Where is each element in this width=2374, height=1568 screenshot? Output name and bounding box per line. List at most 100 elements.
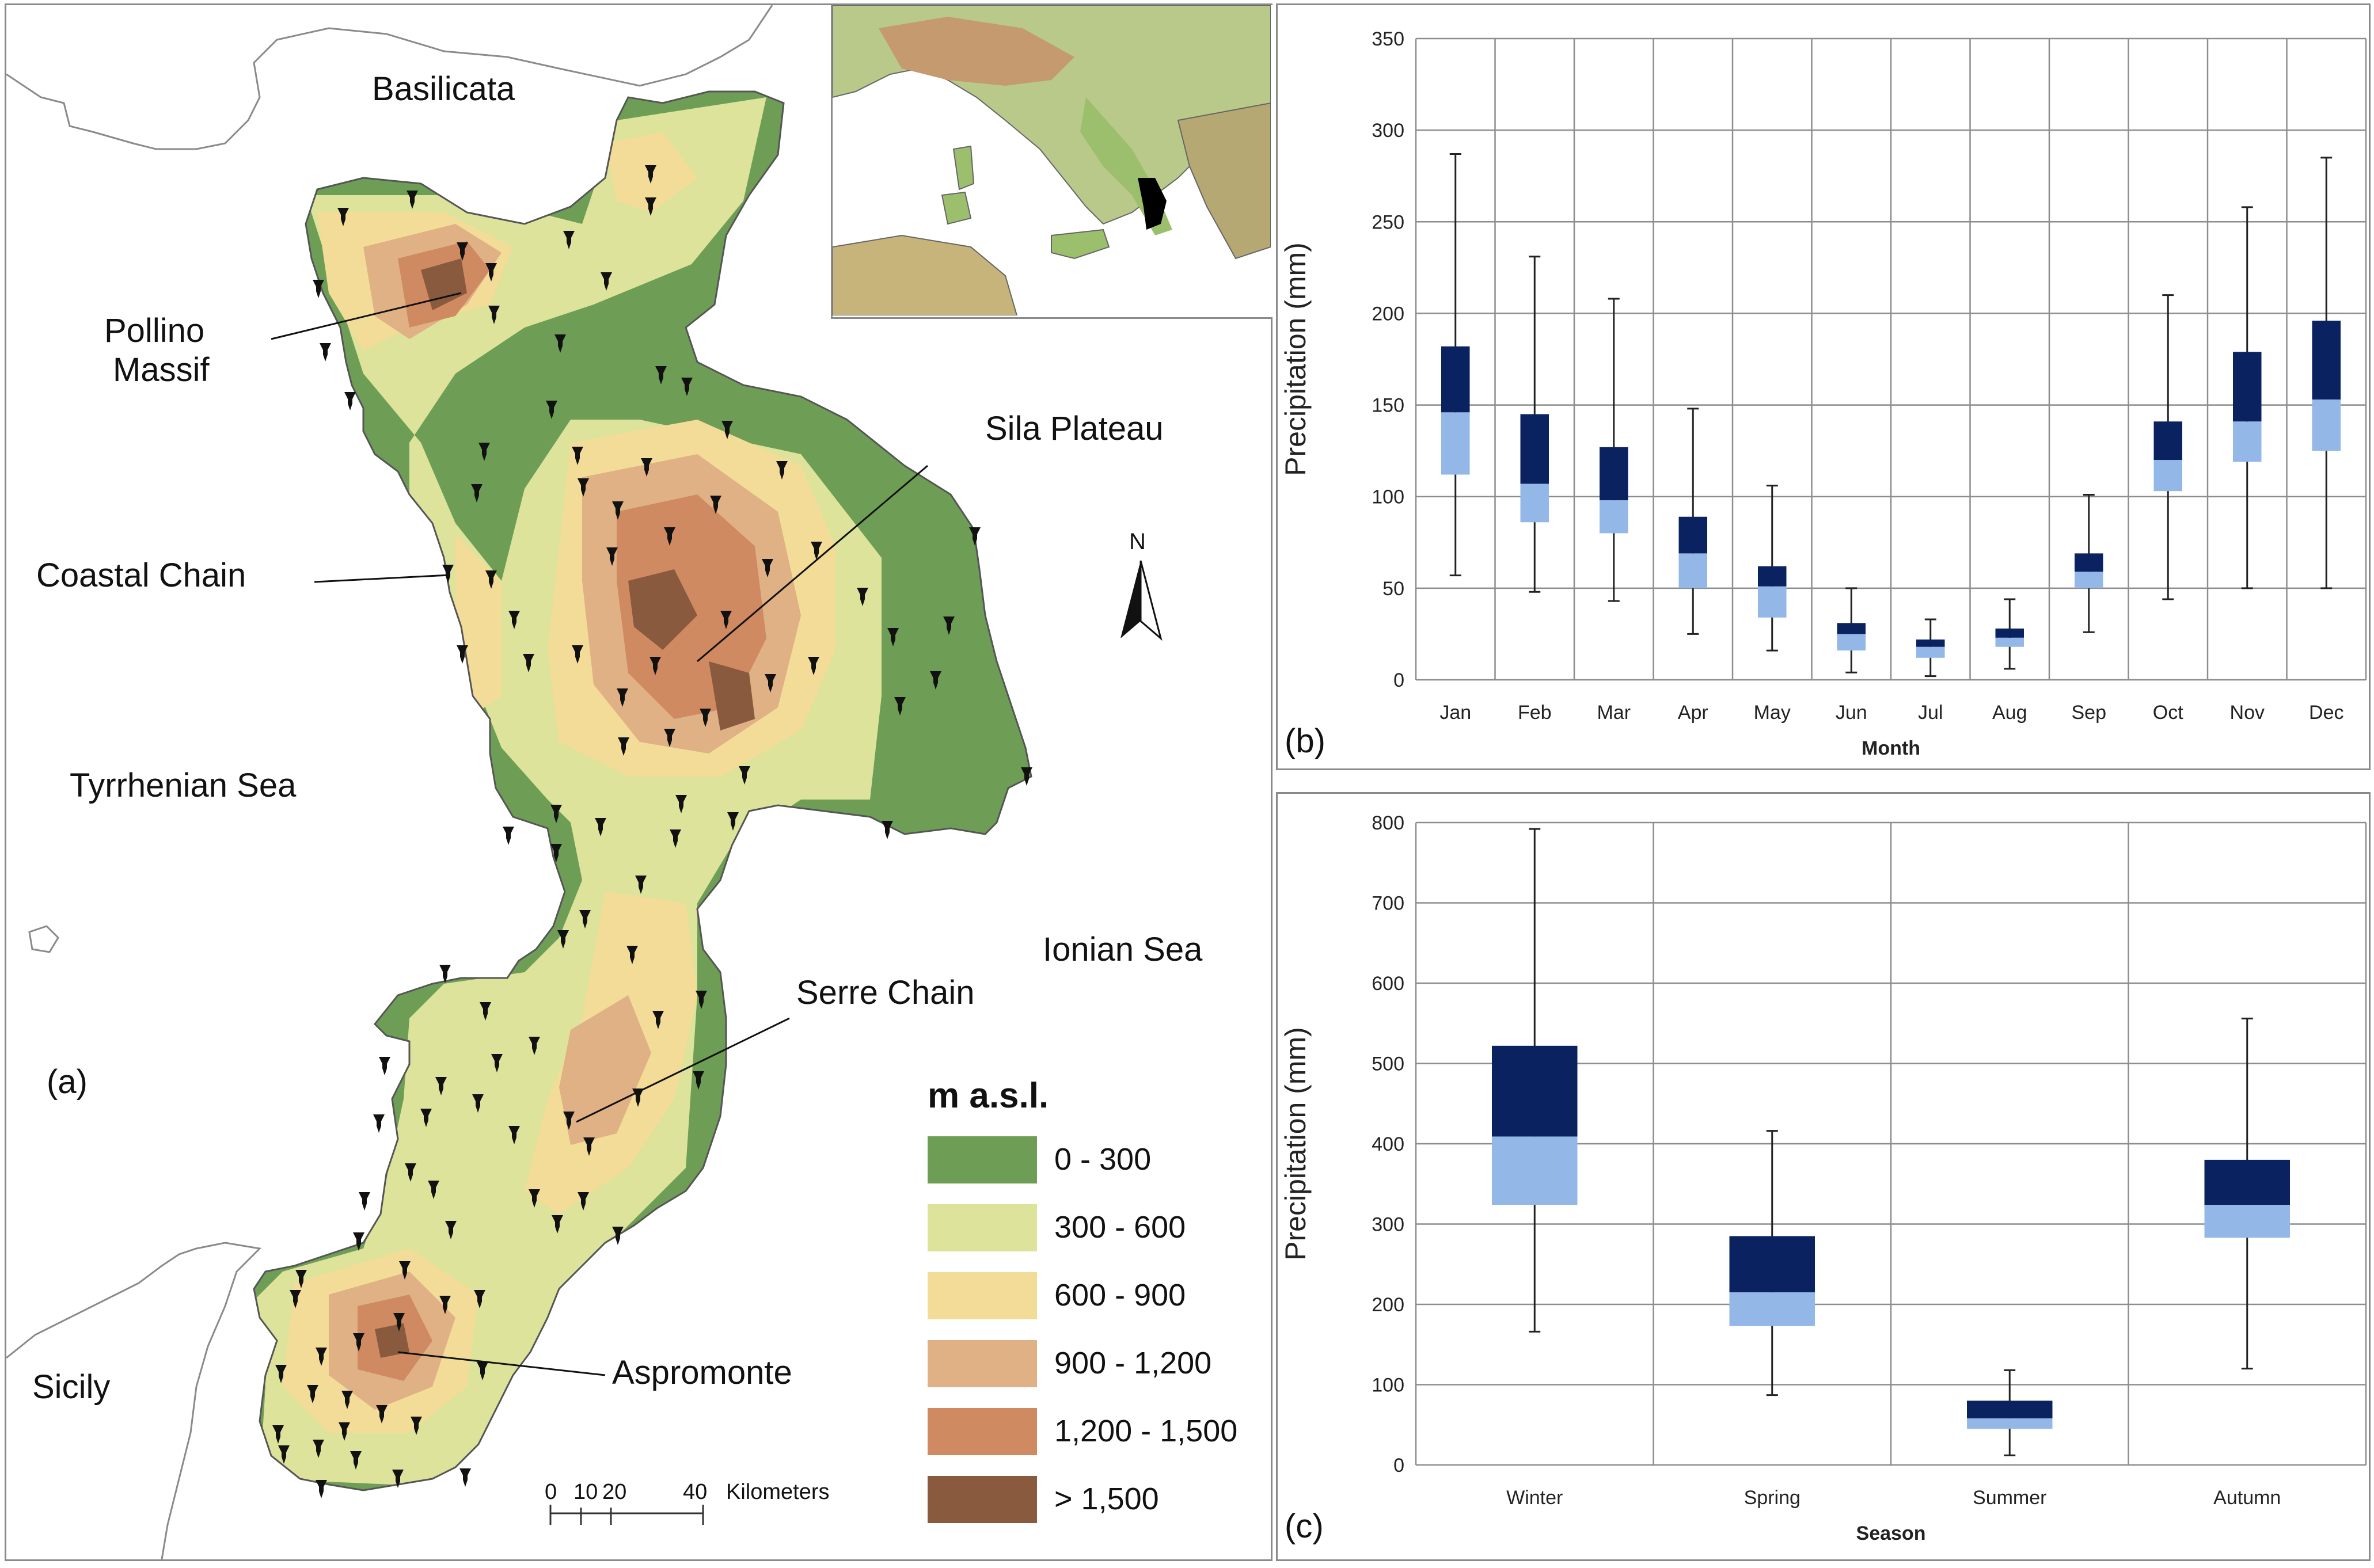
station-marker bbox=[664, 729, 675, 747]
leader-lines bbox=[271, 292, 928, 1376]
legend-label: 900 - 1,200 bbox=[1054, 1346, 1211, 1380]
x-tick-label: Jul bbox=[1918, 702, 1943, 724]
x-tick-label: Feb bbox=[1518, 702, 1552, 724]
station-marker bbox=[635, 876, 647, 894]
sicily-coastline bbox=[6, 1242, 262, 1560]
station-marker bbox=[435, 1077, 447, 1095]
y-tick-label: 250 bbox=[1372, 211, 1404, 233]
aspromonte-leader bbox=[397, 1351, 606, 1376]
station-marker bbox=[411, 1417, 422, 1435]
station-marker bbox=[529, 1037, 540, 1055]
station-marker bbox=[1021, 767, 1032, 786]
station-marker bbox=[645, 197, 656, 216]
station-marker bbox=[765, 674, 776, 692]
y-tick-label: 600 bbox=[1372, 973, 1404, 995]
north-label: N bbox=[1129, 529, 1146, 554]
x-tick-label: Summer bbox=[1973, 1487, 2046, 1509]
station-marker bbox=[272, 1425, 284, 1444]
box-upper bbox=[1729, 1236, 1815, 1293]
station-marker bbox=[471, 484, 483, 503]
y-tick-label: 0 bbox=[1393, 669, 1404, 691]
station-marker bbox=[341, 1391, 353, 1409]
box-lower bbox=[2233, 421, 2262, 462]
station-marker bbox=[579, 910, 591, 928]
x-axis-title: Month bbox=[1862, 737, 1920, 759]
box-upper bbox=[2153, 421, 2182, 460]
station-marker bbox=[649, 657, 661, 675]
station-marker bbox=[700, 709, 711, 727]
box-upper bbox=[1916, 639, 1945, 647]
station-marker bbox=[457, 645, 468, 664]
station-marker bbox=[930, 671, 941, 690]
station-marker bbox=[428, 1181, 439, 1199]
station-marker bbox=[290, 1290, 301, 1308]
y-tick-label: 100 bbox=[1372, 486, 1404, 508]
y-tick-label: 0 bbox=[1393, 1455, 1404, 1476]
station-marker bbox=[392, 1470, 404, 1488]
calabria-highlight bbox=[1138, 178, 1167, 230]
station-marker bbox=[808, 657, 819, 675]
station-marker bbox=[606, 547, 618, 566]
x-tick-label: Jun bbox=[1836, 702, 1867, 724]
label-sila: Sila Plateau bbox=[985, 410, 1164, 447]
box-upper bbox=[1441, 346, 1470, 413]
basilicata-coastline bbox=[6, 5, 773, 150]
box-lower bbox=[2204, 1205, 2290, 1238]
station-marker bbox=[641, 458, 652, 477]
station-marker bbox=[583, 1137, 595, 1156]
station-marker bbox=[762, 559, 773, 577]
station-marker bbox=[508, 1126, 520, 1144]
station-marker bbox=[439, 1296, 451, 1314]
seasonal-chart: 0 100 200 300 400 500 600 700 800 Winter Spring Sum… bbox=[1279, 812, 2367, 1545]
y-tick-label: 300 bbox=[1372, 1214, 1404, 1236]
station-marker bbox=[459, 1468, 471, 1487]
x-axis-title: Season bbox=[1856, 1523, 1926, 1544]
x-tick-label: Oct bbox=[2153, 702, 2183, 724]
station-marker bbox=[882, 821, 893, 839]
y-tick-label: 150 bbox=[1372, 395, 1404, 417]
station-marker bbox=[739, 766, 750, 785]
box-upper bbox=[2312, 321, 2341, 400]
y-tick-label: 350 bbox=[1372, 28, 1404, 50]
label-basilicata: Basilicata bbox=[372, 70, 515, 108]
station-marker bbox=[474, 1290, 485, 1308]
box-lower bbox=[1837, 634, 1866, 651]
station-marker bbox=[313, 280, 324, 298]
station-marker bbox=[376, 1405, 388, 1424]
box-upper bbox=[1492, 1045, 1578, 1137]
legend-swatch bbox=[928, 1476, 1037, 1523]
station-marker bbox=[485, 570, 497, 589]
y-tick-label: 200 bbox=[1372, 1294, 1404, 1316]
y-tick-label: 500 bbox=[1372, 1053, 1404, 1075]
x-tick-label: Jan bbox=[1439, 702, 1471, 724]
station-marker bbox=[969, 527, 981, 546]
x-tick-label: Spring bbox=[1744, 1487, 1801, 1509]
station-marker bbox=[350, 1451, 362, 1470]
station-marker bbox=[894, 697, 906, 716]
x-tick-label: Nov bbox=[2230, 702, 2265, 724]
legend-label: 300 - 600 bbox=[1054, 1210, 1186, 1244]
label-serre: Serre Chain bbox=[796, 974, 974, 1011]
legend-swatch bbox=[928, 1340, 1037, 1387]
legend-label: 1,200 - 1,500 bbox=[1054, 1414, 1237, 1448]
label-pollino-2: Massif bbox=[113, 351, 210, 389]
scale-label-10: 10 bbox=[573, 1480, 598, 1504]
y-tick-label: 50 bbox=[1382, 578, 1404, 600]
x-tick-label: Apr bbox=[1678, 702, 1708, 724]
box-lower bbox=[2075, 572, 2103, 588]
station-marker bbox=[278, 1445, 290, 1464]
station-marker bbox=[405, 1163, 416, 1182]
station-marker bbox=[612, 1227, 624, 1245]
station-marker bbox=[727, 812, 739, 831]
box-lower bbox=[1441, 412, 1470, 475]
station-marker bbox=[652, 1011, 664, 1029]
station-marker bbox=[457, 242, 468, 261]
box-upper bbox=[1600, 447, 1628, 501]
station-marker bbox=[485, 263, 497, 281]
station-marker bbox=[601, 272, 612, 291]
panel-label: (c) bbox=[1285, 1508, 1324, 1545]
x-tick-label: Mar bbox=[1597, 702, 1631, 724]
station-marker bbox=[344, 392, 356, 410]
label-sicily: Sicily bbox=[32, 1368, 110, 1406]
station-marker bbox=[339, 1422, 350, 1441]
